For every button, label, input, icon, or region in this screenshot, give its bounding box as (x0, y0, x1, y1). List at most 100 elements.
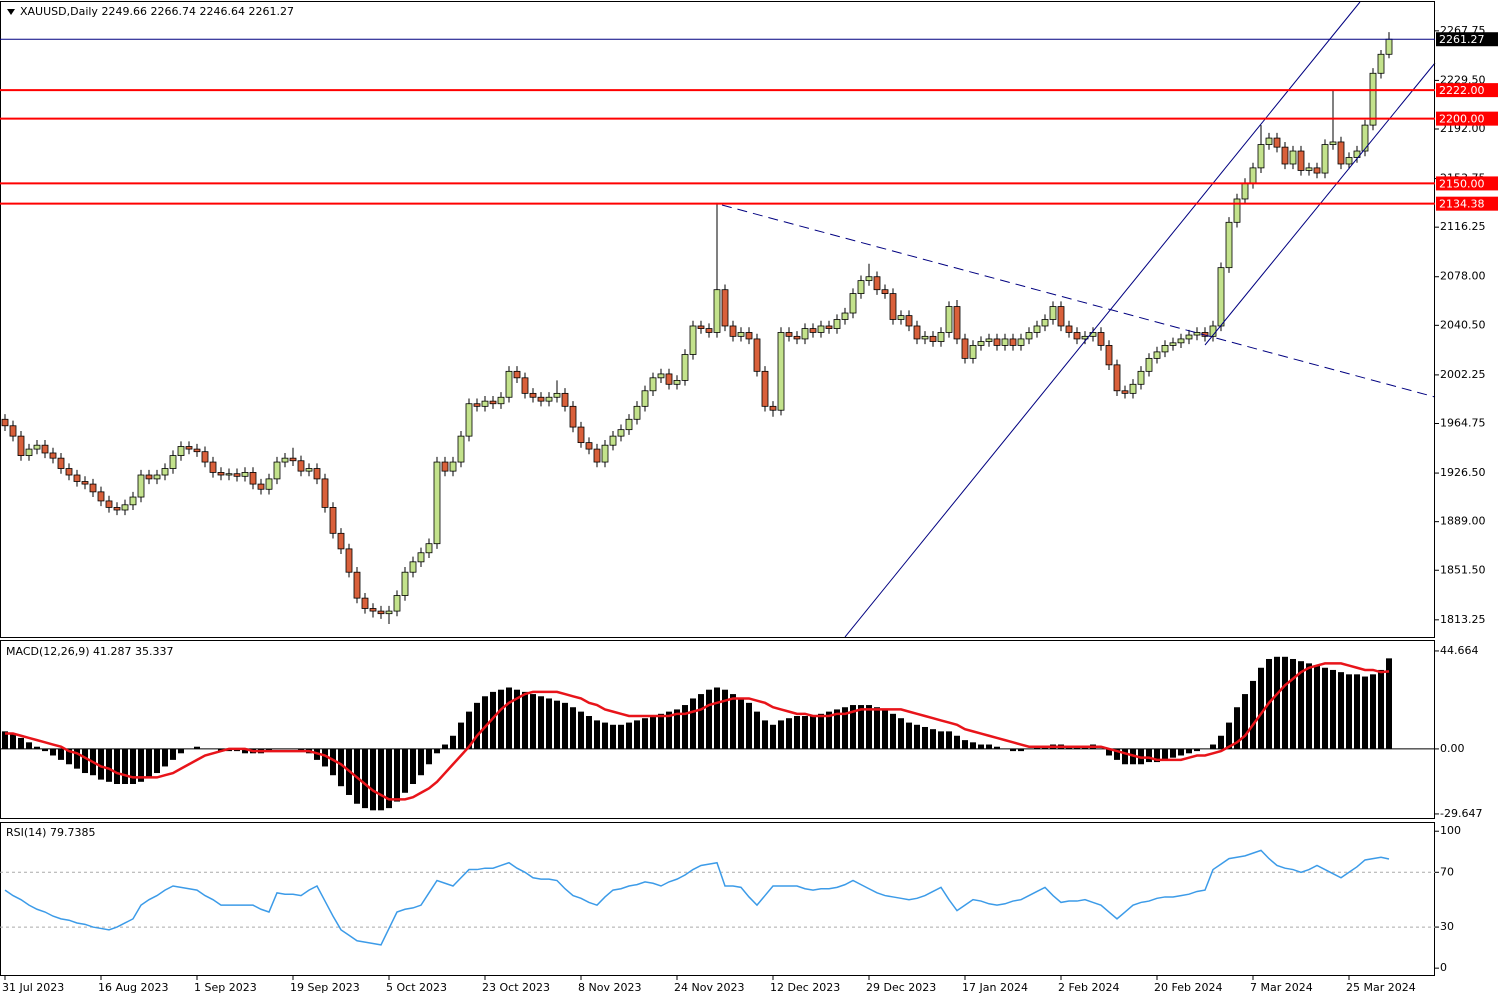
ohlc-open: 2249.66 (101, 5, 147, 18)
candle-body (1273, 137, 1281, 148)
candle-body (849, 293, 857, 314)
macd-bar (946, 731, 952, 749)
candle-body (209, 461, 217, 473)
macd-bar (1114, 748, 1120, 760)
macd-bar (1162, 748, 1168, 760)
macd-bar (410, 748, 416, 785)
level-tag (1436, 176, 1498, 191)
price-tag-label: 2261.27 (1439, 33, 1485, 46)
macd-bar (370, 748, 376, 811)
macd-bar (1186, 748, 1192, 754)
candle-body (505, 370, 513, 398)
candle-body (977, 341, 985, 346)
y-tick-label: 1813.25 (1440, 613, 1486, 626)
macd-bar (586, 716, 592, 749)
candle-body (905, 315, 913, 327)
macd-bar (802, 716, 808, 749)
candle-body (793, 335, 801, 340)
macd-bar (442, 744, 448, 749)
macd-bar (1330, 669, 1336, 749)
y-tick-label: 1964.75 (1440, 416, 1486, 429)
candle-body (1041, 319, 1049, 327)
macd-bar (786, 718, 792, 749)
price-tag (1436, 32, 1498, 47)
macd-bar (1218, 735, 1224, 749)
candle-body (81, 481, 89, 485)
candle-body (1017, 338, 1025, 346)
candle-body (1169, 342, 1177, 346)
candle-body (25, 448, 33, 456)
candle-body (417, 552, 425, 563)
macd-bar (378, 748, 384, 811)
candle-body (33, 444, 41, 450)
candle-body (537, 396, 545, 402)
candle-body (1289, 150, 1297, 165)
candle-body (249, 472, 257, 485)
macd-bar (530, 694, 536, 749)
x-tick-label: 29 Dec 2023 (866, 981, 936, 994)
macd-bar (1170, 748, 1176, 758)
candle-body (617, 429, 625, 437)
macd-bar (1290, 658, 1296, 749)
x-tick-label: 2 Feb 2024 (1058, 981, 1119, 994)
candle-body (49, 452, 57, 459)
candle-body (1113, 364, 1121, 392)
candle-body (1241, 183, 1249, 200)
macd-bar (130, 748, 136, 785)
level-tag (1436, 111, 1498, 126)
y-tick-label: 0 (1440, 961, 1447, 974)
level-tag (1436, 83, 1498, 98)
macd-bar (834, 709, 840, 749)
macd-bar (890, 713, 896, 749)
candle-body (993, 338, 1001, 346)
macd-bar (458, 722, 464, 749)
candle-body (1217, 267, 1225, 327)
macd-bar (1306, 663, 1312, 749)
macd-bar (1242, 694, 1248, 749)
collapse-icon[interactable] (7, 9, 15, 15)
macd-bar (826, 711, 832, 749)
macd-bar (2, 731, 8, 749)
candle-body (513, 370, 521, 379)
macd-bar (1226, 722, 1232, 749)
macd-bar (42, 748, 48, 752)
candle-body (593, 448, 601, 463)
rsi-header: RSI(14) 79.7385 (6, 826, 95, 839)
candle-body (1377, 53, 1385, 74)
level-tag-label: 2134.38 (1439, 198, 1485, 211)
candle-body (1049, 306, 1057, 320)
macd-bar (874, 707, 880, 749)
macd-bar (402, 748, 408, 793)
macd-bar (602, 722, 608, 749)
macd-bar (10, 733, 16, 749)
candle-body (169, 455, 177, 469)
candle-body (625, 418, 633, 431)
x-tick-label: 24 Nov 2023 (674, 981, 744, 994)
candle-body (1153, 351, 1161, 359)
ohlc-low: 2246.64 (199, 5, 245, 18)
macd-bar (866, 705, 872, 749)
candle-body (241, 472, 249, 477)
candle-body (801, 328, 809, 340)
level-tag (1436, 196, 1498, 211)
candle-body (17, 435, 25, 456)
macd-bar (1010, 748, 1016, 752)
candle-body (641, 390, 649, 407)
y-tick-label: 1926.50 (1440, 466, 1486, 479)
macd-bar (738, 698, 744, 749)
candle-body (561, 392, 569, 407)
candle-body (1321, 144, 1329, 174)
candle-body (1161, 345, 1169, 353)
macd-bar (1122, 748, 1128, 765)
level-tag-label: 2150.00 (1439, 177, 1485, 190)
macd-bar (1178, 748, 1184, 756)
candle-body (545, 396, 553, 402)
macd-bar (58, 748, 64, 760)
channel-line (844, 1, 1361, 638)
candle-body (1337, 141, 1345, 165)
candle-body (577, 426, 585, 444)
macd-value: 41.287 (93, 645, 132, 658)
candle-body (929, 335, 937, 342)
macd-bar (506, 687, 512, 749)
macd-bar (1378, 669, 1384, 749)
